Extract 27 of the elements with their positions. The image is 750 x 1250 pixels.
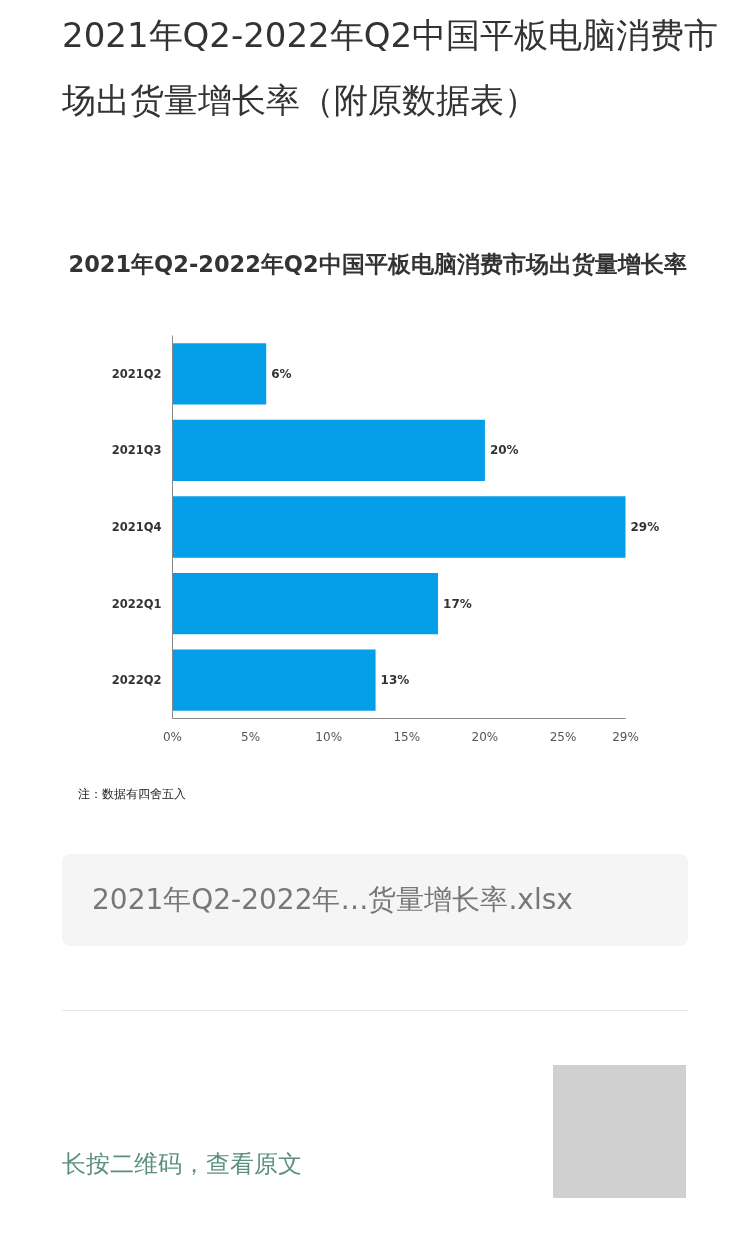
x-tick-label: 20% <box>471 729 499 744</box>
x-tick-label: 29% <box>612 729 639 744</box>
y-tick-label: 2021Q3 <box>111 443 162 458</box>
text: 注：数据有四舍五入 <box>77 786 186 803</box>
chart-subtitle: 2021年Q2-2022年Q2中国平板电脑消费市场出货量增长率 <box>68 251 687 277</box>
bar <box>172 419 485 482</box>
data-label: 13% <box>380 673 410 688</box>
y-tick-label: 2022Q2 <box>111 673 162 688</box>
x-tick-label: 5% <box>241 729 261 744</box>
chart-title: 2021年Q2-2022年Q2中国平板电脑消费市场出货量增长率（附原数据表） <box>61 14 720 122</box>
text: 2021年Q2-2022年…货量增长率.xlsx <box>62 854 688 946</box>
data-label: 29% <box>630 520 660 534</box>
text: 长按二维码，查看原文 <box>62 1149 302 1180</box>
data-label: 6% <box>271 366 292 381</box>
x-tick-label: 10% <box>315 729 343 744</box>
x-tick-label: 0% <box>162 729 183 744</box>
bar <box>172 572 439 635</box>
x-tick-label: 15% <box>393 729 421 744</box>
x-tick-label: 25% <box>549 729 577 744</box>
y-tick-label: 2021Q2 <box>111 366 162 381</box>
bar <box>172 649 376 711</box>
bar <box>172 343 267 405</box>
y-tick-label: 2021Q4 <box>111 520 162 534</box>
bar <box>172 496 626 558</box>
data-label: 20% <box>489 443 519 458</box>
data-label: 17% <box>443 596 472 611</box>
y-tick-label: 2022Q1 <box>111 596 162 611</box>
